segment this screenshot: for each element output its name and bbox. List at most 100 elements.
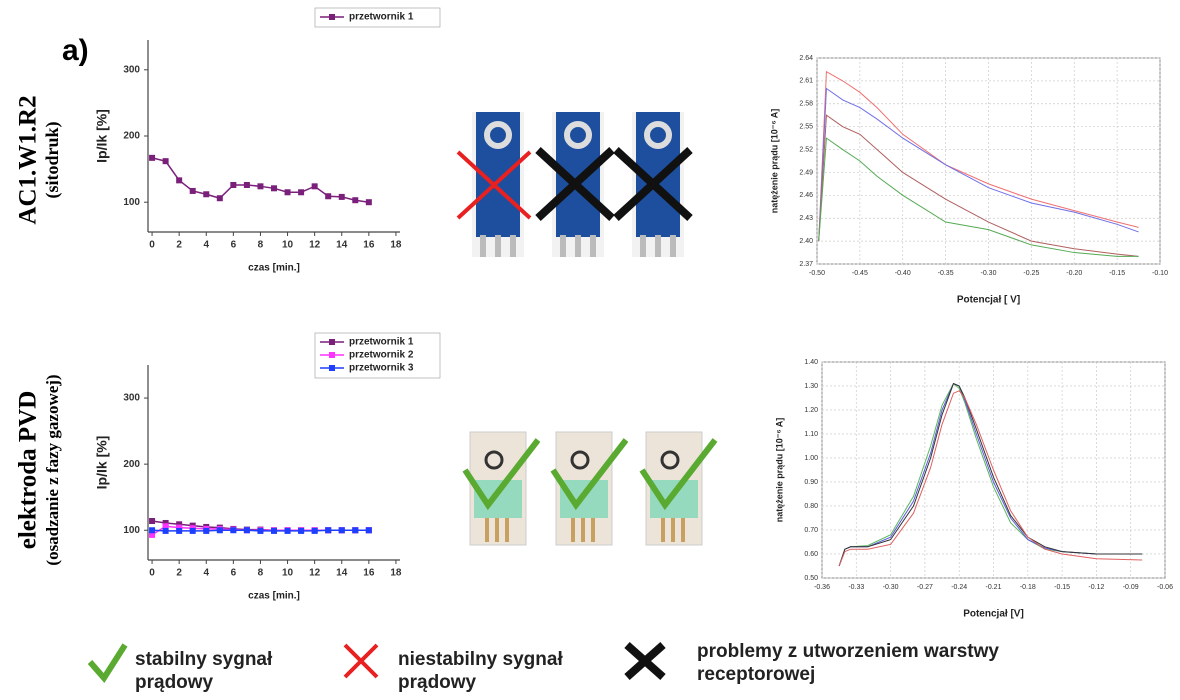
x-tick-label: -0.15 — [1054, 584, 1070, 591]
y-axis-label: Ip/Ik [%] — [94, 436, 110, 490]
x-tick-label: 4 — [203, 568, 209, 579]
x-tick-label: 16 — [363, 568, 375, 579]
data-point — [325, 527, 331, 533]
chart-canvas: a) AC1.W1.R2 (sitodruk) elektroda PVD (o… — [0, 0, 1180, 700]
x-tick-label: 8 — [258, 568, 264, 579]
plot-frame — [817, 58, 1160, 264]
data-point — [312, 183, 318, 189]
y-tick-label: 2.43 — [799, 215, 813, 222]
row-title: elektroda PVD — [15, 391, 42, 550]
y-tick-label: 2.49 — [799, 169, 813, 176]
x-tick-label: 16 — [363, 240, 375, 251]
data-line — [819, 138, 1139, 256]
electrode — [472, 112, 524, 257]
data-point — [339, 194, 345, 200]
x-tick-label: -0.30 — [981, 270, 997, 277]
legend-black-cross — [627, 645, 663, 677]
y-axis-label: Ip/Ik [%] — [94, 109, 110, 163]
data-point — [244, 182, 250, 188]
x-tick-label: -0.36 — [814, 584, 830, 591]
legend-label: przetwornik 1 — [349, 337, 414, 348]
data-point — [366, 199, 372, 205]
data-point — [176, 177, 182, 183]
legend-text: problemy z utworzeniem warstwy receptoro… — [697, 640, 1057, 686]
x-tick-label: 4 — [203, 240, 209, 251]
y-tick-label: 1.40 — [804, 359, 818, 366]
x-tick-label: -0.35 — [938, 270, 954, 277]
y-tick-label: 2.46 — [799, 192, 813, 199]
data-point — [244, 527, 250, 533]
y-tick-label: 2.61 — [799, 78, 813, 85]
legend-label: przetwornik 2 — [349, 350, 414, 361]
x-tick-label: 2 — [176, 568, 182, 579]
y-tick-label: 1.00 — [804, 455, 818, 462]
x-tick-label: 6 — [231, 240, 237, 251]
y-tick-label: 1.20 — [804, 407, 818, 414]
y-tick-label: 300 — [123, 64, 140, 75]
x-tick-label: -0.40 — [895, 270, 911, 277]
y-tick-label: 2.64 — [799, 55, 813, 62]
data-point — [149, 527, 155, 533]
y-tick-label: 1.30 — [804, 383, 818, 390]
data-point — [352, 527, 358, 533]
data-point — [203, 528, 209, 534]
x-tick-label: -0.50 — [809, 270, 825, 277]
y-axis-label: natężenie prądu [10⁻⁶ A] — [769, 109, 779, 214]
x-tick-label: -0.18 — [1020, 584, 1036, 591]
data-point — [190, 188, 196, 194]
data-point — [298, 528, 304, 534]
data-line — [152, 158, 369, 202]
x-tick-label: 8 — [258, 240, 264, 251]
data-point — [285, 528, 291, 534]
x-axis-label: czas [min.] — [248, 591, 300, 602]
legend-marker — [329, 14, 335, 20]
data-point — [257, 528, 263, 534]
x-tick-label: 0 — [149, 240, 155, 251]
x-tick-label: 2 — [176, 240, 182, 251]
data-line — [819, 115, 1139, 256]
y-tick-label: 2.55 — [799, 124, 813, 131]
x-tick-label: 0 — [149, 568, 155, 579]
figure: a) AC1.W1.R2 (sitodruk) elektroda PVD (o… — [0, 0, 1180, 700]
legend-red-cross — [345, 645, 377, 677]
x-tick-label: -0.10 — [1152, 270, 1168, 277]
data-point — [217, 195, 223, 201]
x-tick-label: 6 — [231, 568, 237, 579]
legend-marker — [329, 365, 335, 371]
electrode-photos — [465, 432, 715, 545]
electrode-photos — [458, 112, 690, 257]
x-tick-label: 12 — [309, 240, 321, 251]
data-point — [366, 527, 372, 533]
legend-marker — [329, 352, 335, 358]
data-point — [149, 518, 155, 524]
x-tick-label: -0.25 — [1023, 270, 1039, 277]
x-tick-label: 14 — [336, 240, 348, 251]
data-point — [230, 527, 236, 533]
legend-text: niestabilny sygnał prądowy — [398, 648, 598, 694]
x-tick-label: 12 — [309, 568, 321, 579]
data-point — [339, 527, 345, 533]
y-tick-label: 0.90 — [804, 479, 818, 486]
data-point — [176, 528, 182, 534]
x-tick-label: -0.30 — [883, 584, 899, 591]
y-tick-label: 300 — [123, 393, 140, 404]
data-point — [190, 528, 196, 534]
y-tick-label: 200 — [123, 459, 140, 470]
data-point — [163, 158, 169, 164]
x-tick-label: -0.24 — [951, 584, 967, 591]
x-tick-label: 14 — [336, 568, 348, 579]
row-title: AC1.W1.R2 — [15, 95, 42, 224]
y-tick-label: 200 — [123, 131, 140, 142]
legend-marker — [329, 339, 335, 345]
data-point — [285, 189, 291, 195]
x-tick-label: -0.45 — [852, 270, 868, 277]
y-tick-label: 2.40 — [799, 238, 813, 245]
x-tick-label: -0.21 — [986, 584, 1002, 591]
data-point — [325, 193, 331, 199]
y-tick-label: 100 — [123, 525, 140, 536]
y-tick-label: 0.50 — [804, 575, 818, 582]
y-tick-label: 0.80 — [804, 503, 818, 510]
data-point — [203, 191, 209, 197]
x-tick-label: -0.09 — [1123, 584, 1139, 591]
data-line — [819, 72, 1139, 241]
